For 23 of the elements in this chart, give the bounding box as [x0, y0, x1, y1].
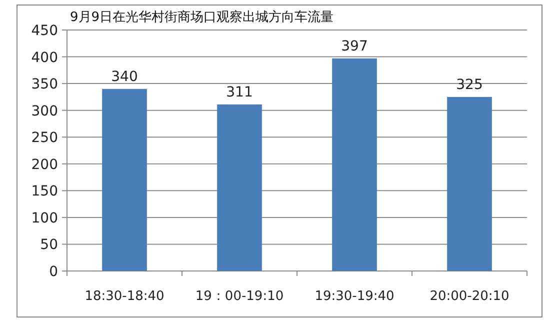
bar	[447, 96, 492, 271]
y-tick-label: 450	[31, 23, 58, 39]
x-tick-label: 18:30-18:40	[84, 289, 164, 304]
bar	[332, 58, 377, 271]
y-tick-label: 200	[31, 156, 58, 173]
x-tick-label: 19：00-19:10	[195, 289, 284, 304]
y-tick-label: 400	[31, 50, 58, 66]
data-label: 340	[111, 68, 138, 85]
data-label: 311	[226, 84, 253, 100]
chart-title: 9月9日在光华村街商场口观察出城方向车流量	[70, 9, 334, 25]
y-tick-label: 300	[31, 103, 58, 120]
data-label: 325	[456, 76, 483, 93]
y-tick-label: 0	[49, 264, 58, 280]
y-tick-label: 150	[31, 184, 58, 200]
y-tick-label: 250	[31, 130, 58, 146]
y-tick-label: 350	[31, 76, 58, 93]
x-tick-label: 20:00-20:10	[430, 289, 510, 304]
x-tick-label: 19:30-19:40	[314, 289, 394, 304]
y-tick-label: 100	[31, 210, 58, 226]
bar	[102, 88, 147, 271]
y-tick-label: 50	[40, 237, 58, 254]
data-label: 397	[341, 38, 368, 54]
bar	[217, 104, 262, 271]
